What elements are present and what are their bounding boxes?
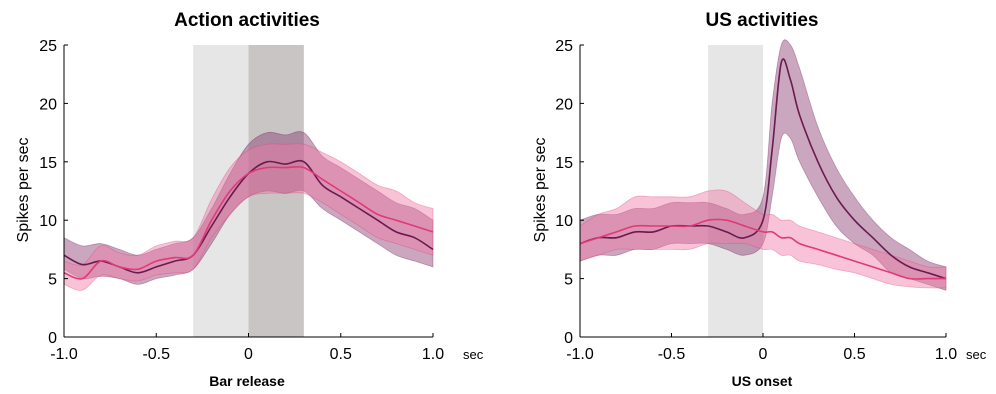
y-tick-label: 5 [564, 272, 573, 289]
x-tick-label: 0.5 [843, 346, 865, 363]
shaded-window [193, 45, 249, 337]
y-axis-label: Spikes per sec [532, 138, 549, 243]
y-tick-label: 25 [39, 38, 57, 55]
shaded-window [248, 45, 304, 337]
y-tick-label: 10 [555, 213, 573, 230]
y-tick-label: 15 [555, 155, 573, 172]
y-tick-label: 20 [39, 96, 57, 113]
x-tick-label: -0.5 [658, 346, 686, 363]
series-1-band [579, 39, 947, 291]
x-tick-label: -1.0 [50, 346, 78, 363]
series-2-line [63, 165, 434, 280]
x-axis-unit: sec [463, 347, 484, 362]
x-tick-label: 1.0 [935, 346, 957, 363]
chart-title: Action activities [174, 10, 320, 31]
y-tick-label: 10 [39, 213, 57, 230]
x-tick-label: -1.0 [566, 346, 594, 363]
x-tick-label: 1.0 [422, 346, 444, 363]
chart-title: US activities [706, 10, 819, 31]
series-2-band [579, 189, 947, 289]
chart-us-activities: US activities Spikes per sec US onset se… [532, 10, 987, 389]
y-tick-label: 20 [555, 96, 573, 113]
x-tick-label: 0 [759, 346, 768, 363]
series-2-line [579, 218, 946, 280]
y-tick-label: 25 [555, 38, 573, 55]
x-axis-label: Bar release [209, 373, 285, 389]
y-tick-label: 15 [39, 155, 57, 172]
x-tick-label: 0.5 [330, 346, 352, 363]
x-axis-label: US onset [732, 373, 793, 389]
plot-area: 0 5 10 15 20 25 -1.0 -0.5 0 0.5 1.0 [555, 38, 957, 363]
shaded-window [708, 45, 763, 337]
series-1-line [579, 58, 947, 280]
y-tick-label: 0 [48, 330, 57, 347]
series-2-band [63, 143, 434, 291]
plot-area: 0 5 10 15 20 25 -1.0 -0.5 0 0.5 1.0 [39, 38, 444, 363]
y-tick-label: 0 [564, 330, 573, 347]
x-tick-label: 0 [244, 346, 253, 363]
chart-action-activities: Action activities Spikes per sec Bar rel… [15, 10, 484, 389]
x-axis-unit: sec [966, 347, 987, 362]
x-tick-label: -0.5 [142, 346, 170, 363]
y-tick-label: 5 [48, 272, 57, 289]
series-1-band [63, 131, 434, 285]
y-axis-label: Spikes per sec [15, 138, 32, 243]
